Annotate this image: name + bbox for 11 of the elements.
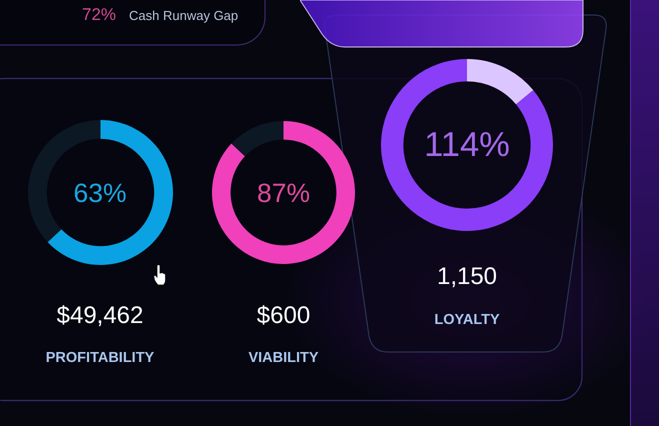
text: PROFITABILITY [46,350,154,366]
text: $600 [256,302,310,329]
text: 87% [256,177,310,208]
text: 63% [73,177,127,208]
text: 114% [424,126,510,164]
text: LOYALTY [434,312,500,328]
text: 1,150 [436,263,498,290]
text: 72% [82,5,116,25]
text: Cash Runway Gap [129,8,238,23]
text: $49,462 [56,302,144,329]
text: VIABILITY [248,350,319,366]
